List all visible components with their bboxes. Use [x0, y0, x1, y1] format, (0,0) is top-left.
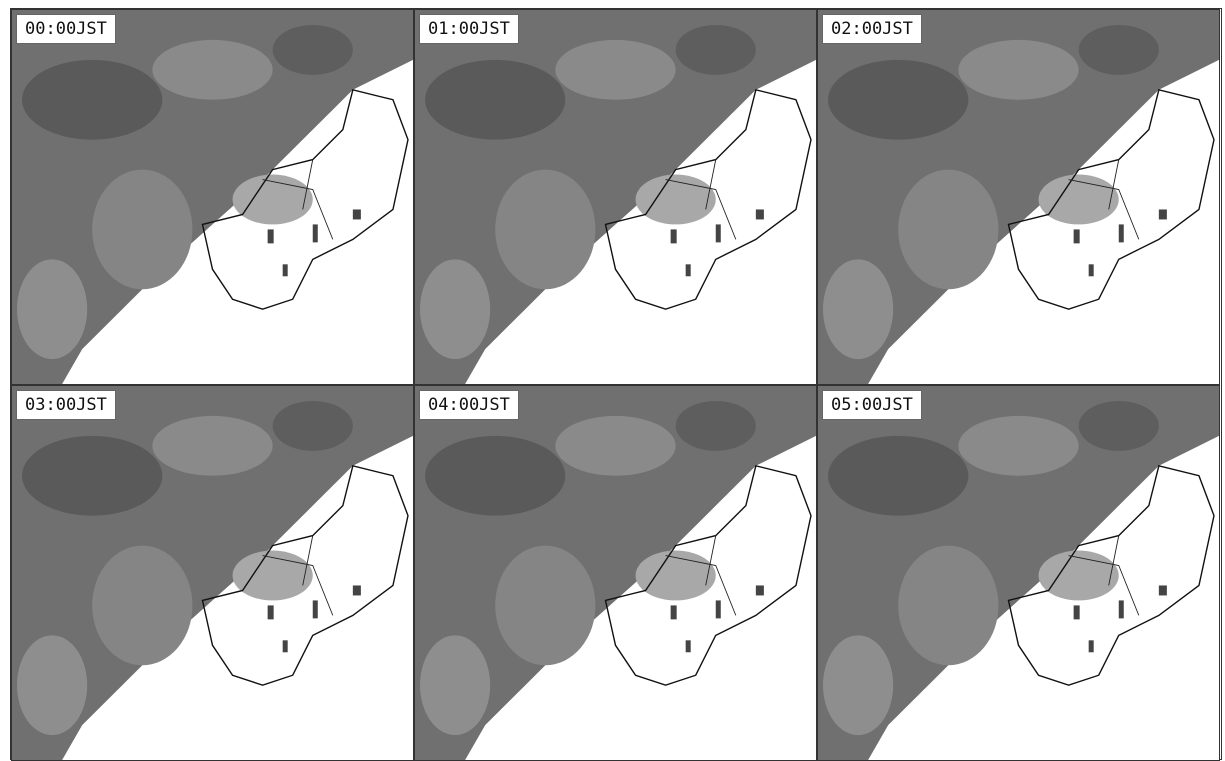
radar-image	[415, 10, 816, 384]
time-label: 01:00JST	[419, 14, 519, 44]
time-label: 00:00JST	[16, 14, 116, 44]
radar-image	[818, 386, 1219, 760]
radar-panel: 01:00JST	[414, 9, 817, 385]
radar-echo	[415, 10, 816, 384]
radar-panel: 02:00JST	[817, 9, 1220, 385]
time-label: 05:00JST	[822, 390, 922, 420]
radar-echo	[818, 386, 1219, 760]
radar-echo	[818, 10, 1219, 384]
radar-panel: 03:00JST	[11, 385, 414, 761]
panel-grid: 00:00JST 01:00JST 02:00JST 03:00JST 04:00JST…	[10, 8, 1222, 761]
time-label: 03:00JST	[16, 390, 116, 420]
radar-panel: 05:00JST	[817, 385, 1220, 761]
time-label: 02:00JST	[822, 14, 922, 44]
radar-echo	[415, 386, 816, 760]
radar-echo	[12, 10, 413, 384]
radar-image	[818, 10, 1219, 384]
radar-panel: 04:00JST	[414, 385, 817, 761]
radar-image	[12, 10, 413, 384]
radar-image	[12, 386, 413, 760]
radar-echo	[12, 386, 413, 760]
time-label: 04:00JST	[419, 390, 519, 420]
radar-panel: 00:00JST	[11, 9, 414, 385]
radar-image	[415, 386, 816, 760]
